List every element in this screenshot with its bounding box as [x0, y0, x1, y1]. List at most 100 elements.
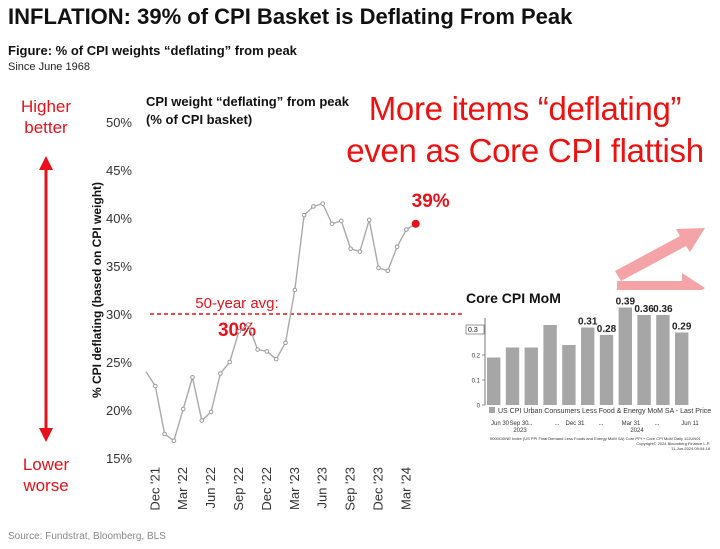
headline: INFLATION: 39% of CPI Basket is Deflatin… — [8, 4, 573, 29]
inset-y-tick-label: 0 — [477, 404, 481, 410]
inset-bar — [543, 325, 557, 405]
x-tick-label: Mar '24 — [398, 467, 413, 510]
last-value-label: 39% — [412, 191, 450, 212]
y-tick-label: 50% — [106, 115, 132, 130]
inset-bar-label: 0.31 — [578, 317, 598, 328]
x-tick-label: Dec '23 — [371, 467, 386, 511]
y-tick-label: 35% — [106, 259, 132, 274]
y-tick-label: 30% — [106, 307, 132, 322]
series-point — [329, 221, 335, 227]
x-tick-label: Dec '21 — [147, 467, 162, 511]
inset-x-tick: Jun 30 — [491, 421, 510, 427]
x-tick-label: Jun '23 — [315, 467, 330, 509]
series-point — [255, 347, 260, 352]
series-point — [394, 244, 400, 250]
inset-bar — [618, 307, 632, 405]
x-tick-label: Sep '22 — [231, 467, 246, 511]
y-tick-label: 25% — [106, 355, 132, 370]
series-point — [190, 375, 195, 380]
inset-bar-label: 0.39 — [616, 297, 636, 308]
inset-bar — [581, 327, 595, 405]
series-point — [366, 217, 372, 223]
inset-x-ticks: Jun 30 Sep 30 Dec 31 Mar 31 Jun 11..........… — [491, 421, 699, 427]
inset-y-tick-label: 0.2 — [472, 354, 481, 360]
average-label: 50-year avg: — [195, 295, 278, 312]
inset-x-tick: Jun 11 — [681, 421, 699, 427]
series-point — [404, 227, 409, 232]
series-point — [339, 218, 344, 224]
x-tick-labels: Dec '21 Mar '22 Jun '22 Sep '22 Dec '22 Mar '… — [147, 467, 413, 511]
series-point — [208, 409, 214, 415]
lower-worse-label: Lower worse — [10, 454, 82, 496]
inset-current-tag — [465, 324, 485, 335]
series-points — [153, 201, 420, 444]
worse-label: worse — [23, 476, 69, 495]
inset-x-gap: ... — [598, 421, 603, 427]
x-tick-label: Mar '22 — [175, 467, 190, 510]
y-tick-label: 15% — [106, 451, 132, 466]
inset-legend-box — [486, 406, 710, 414]
inset-legend: US CPI Urban Consumers Less Food & Energ… — [498, 408, 711, 415]
inset-footnote-2: Copyright© 2024 Bloomberg Finance L.P. — [636, 441, 710, 446]
inset-footnote-1: 0000G0INE Index (US PPI Final Demand Les… — [490, 436, 701, 441]
series-point — [171, 438, 177, 444]
x-tick-label: Jun '22 — [203, 467, 218, 509]
inset-x-tick: Dec 31 — [565, 421, 585, 427]
y-tick-label: 20% — [106, 403, 132, 418]
series-point — [180, 406, 186, 412]
inset-current-tag-text: 0.3 — [468, 327, 478, 334]
inset-footnote-3: 11-Jun-2024 05:04:18 — [671, 446, 711, 451]
series-point — [236, 328, 242, 334]
series-point — [376, 265, 381, 271]
inset-bar-label: 0.29 — [672, 322, 692, 333]
y-tick-labels: 15% 20% 25% 30% 35% 40% 45% 50% — [106, 115, 132, 466]
series-point — [273, 356, 279, 362]
inset-bar — [562, 345, 576, 405]
series-point — [153, 383, 158, 389]
series-point — [218, 371, 223, 376]
x-tick-label: Dec '22 — [259, 467, 274, 511]
series-point — [283, 340, 288, 346]
last-point — [411, 219, 420, 228]
better-label: better — [24, 118, 68, 137]
series-point — [199, 418, 205, 423]
inset-bar-label: 0.36 — [634, 304, 654, 315]
series-point — [311, 204, 316, 209]
y-tick-label: 40% — [106, 211, 132, 226]
higher-better-label: Higher better — [10, 96, 82, 138]
inset-bar — [524, 347, 538, 405]
x-tick-label: Sep '23 — [343, 467, 358, 511]
series-line — [145, 202, 417, 442]
y-tick-label: 45% — [106, 163, 132, 178]
inset-x-gap: ... — [527, 421, 532, 427]
inset-year-2023: 2023 — [513, 428, 527, 434]
series-point — [357, 249, 363, 254]
series-point — [320, 201, 326, 206]
inset-bar — [656, 315, 670, 405]
inset-bars: 0.310.280.390.36 0.360.29 — [487, 297, 692, 405]
y-axis-label: % CPI deflating (based on CPI weight) — [90, 182, 104, 398]
inset-x-gap: ... — [654, 421, 659, 427]
inset-year-2024: 2024 — [630, 428, 644, 434]
inset-bar-label: 0.36 — [653, 304, 673, 315]
inset-bar-label: 0.28 — [597, 324, 617, 335]
line-chart-title: CPI weight “deflating” from peak — [146, 94, 350, 109]
inset-bar — [675, 332, 689, 405]
inset-bar — [599, 335, 614, 405]
inset-legend-swatch — [489, 407, 495, 413]
figure-caption: Figure: % of CPI weights “deflating” fro… — [8, 43, 297, 58]
series-point — [246, 322, 251, 327]
core-cpi-inset: Core CPI MoM 00.10.20.3 0.3 0.310.280.39… — [462, 290, 712, 452]
inset-bar — [637, 315, 651, 405]
series-point — [227, 359, 232, 365]
series-point — [264, 349, 270, 354]
inset-x-gap: ... — [554, 421, 559, 427]
series-point — [162, 431, 167, 437]
higher-label: Higher — [20, 97, 72, 116]
line-chart: CPI weight “deflating” from peak (% of C… — [90, 94, 468, 511]
double-arrow-icon — [39, 156, 53, 442]
inset-bar — [487, 357, 501, 405]
lower-label: Lower — [22, 455, 70, 474]
callout-line-2: even as Core CPI flattish — [346, 132, 704, 169]
